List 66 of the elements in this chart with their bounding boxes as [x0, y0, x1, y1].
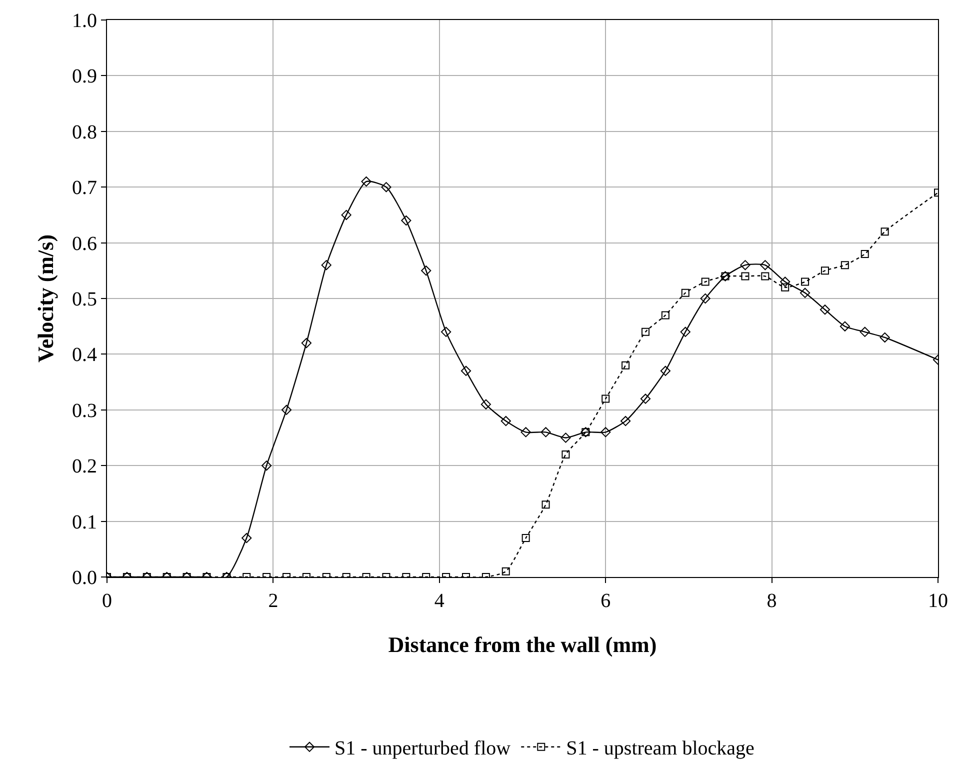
point — [840, 261, 849, 270]
point — [880, 332, 890, 343]
y-tick-label: 0.5 — [72, 288, 97, 310]
x-tick-label: 6 — [600, 590, 611, 612]
y-tick-label: 0.8 — [72, 121, 97, 144]
y-tick-label: 0.4 — [72, 344, 97, 366]
legend-label: S1 - upstream blockage — [566, 738, 755, 760]
point — [661, 311, 670, 320]
y-axis-title: Velocity (m/s) — [32, 234, 58, 363]
point — [800, 288, 810, 298]
point — [562, 450, 570, 458]
point — [602, 394, 610, 403]
point — [840, 321, 850, 332]
point — [740, 260, 750, 270]
y-tick-label: 0.7 — [72, 177, 97, 200]
point — [801, 278, 810, 286]
point — [401, 215, 412, 226]
point — [701, 278, 710, 286]
point — [381, 182, 392, 192]
point — [341, 210, 352, 220]
point — [761, 272, 770, 280]
y-tick-label: 0.6 — [72, 232, 97, 255]
point — [860, 326, 870, 337]
point — [540, 427, 551, 438]
point — [820, 266, 829, 275]
x-tick-label: 2 — [268, 590, 278, 612]
point — [680, 326, 690, 337]
point — [301, 338, 312, 348]
point — [321, 260, 332, 270]
point — [560, 432, 571, 443]
point — [460, 366, 472, 376]
point — [500, 416, 511, 426]
x-axis-title: Distance from the wall (mm) — [388, 632, 657, 657]
point — [262, 460, 272, 471]
x-tick-label: 4 — [434, 590, 444, 612]
point — [880, 228, 889, 236]
point — [441, 326, 452, 337]
point — [361, 176, 372, 187]
x-tick-label: 0 — [102, 590, 112, 612]
point — [820, 304, 830, 315]
point — [480, 399, 491, 410]
point — [681, 288, 690, 297]
point — [620, 416, 631, 426]
legend-label: S1 - unperturbed flow — [334, 738, 512, 760]
point — [600, 427, 611, 438]
point — [741, 272, 750, 280]
point — [780, 276, 790, 287]
y-tick-label: 0.1 — [72, 511, 97, 534]
point — [860, 250, 869, 258]
point — [281, 404, 292, 415]
point — [421, 266, 432, 276]
point — [622, 361, 630, 370]
point — [700, 293, 710, 304]
y-tick-label: 0.3 — [72, 400, 97, 422]
point — [760, 260, 770, 270]
y-tick-label: 0.2 — [72, 456, 97, 478]
y-tick-label: 0.0 — [72, 567, 97, 589]
point — [640, 394, 651, 404]
point — [641, 328, 650, 336]
y-tick-label: 1.0 — [72, 10, 97, 32]
point — [781, 283, 790, 292]
x-tick-label: 10 — [928, 590, 948, 612]
y-tick-label: 0.9 — [72, 66, 97, 88]
point — [520, 427, 531, 438]
point — [660, 366, 670, 376]
x-tick-label: 8 — [766, 590, 777, 612]
